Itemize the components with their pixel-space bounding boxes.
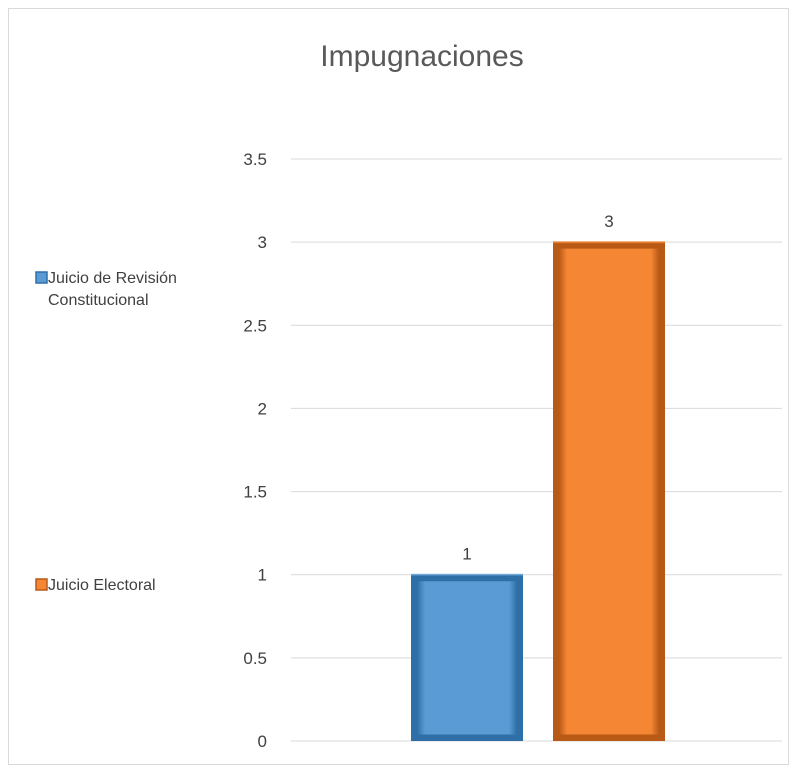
y-tick-label: 1 [258, 566, 267, 585]
data-label: 1 [462, 545, 471, 564]
chart-title: Impugnaciones [320, 40, 523, 73]
bar [416, 580, 518, 736]
y-tick-label: 2.5 [243, 316, 267, 335]
y-axis-ticks: 0 0.5 1 1.5 2 2.5 3 3.5 [243, 150, 267, 751]
y-tick-label: 0.5 [243, 649, 267, 668]
y-tick-label: 3.5 [243, 150, 267, 169]
gridlines [291, 158, 782, 742]
chart-svg: Impugnaciones 00.511.522.533.5 13 Juicio… [35, 40, 782, 751]
legend-item: Juicio de Revisión Constitucional [35, 270, 177, 309]
legend-swatch [35, 578, 48, 591]
legend-label: Juicio Electoral [48, 577, 156, 594]
y-tick-label: 1.5 [243, 483, 267, 502]
y-tick-label: 2 [258, 399, 267, 418]
bar [558, 247, 660, 736]
y-tick-label: 0 [258, 732, 267, 751]
legend: Juicio de Revisión Constitucional Juicio E… [35, 270, 177, 594]
data-label: 3 [604, 212, 613, 231]
legend-swatch [35, 271, 48, 284]
legend-label: Juicio de Revisión Constitucional [48, 270, 177, 309]
legend-item: Juicio Electoral [35, 577, 156, 594]
data-labels: 13 [462, 212, 613, 564]
bars [411, 241, 665, 741]
y-tick-label: 3 [258, 233, 267, 252]
